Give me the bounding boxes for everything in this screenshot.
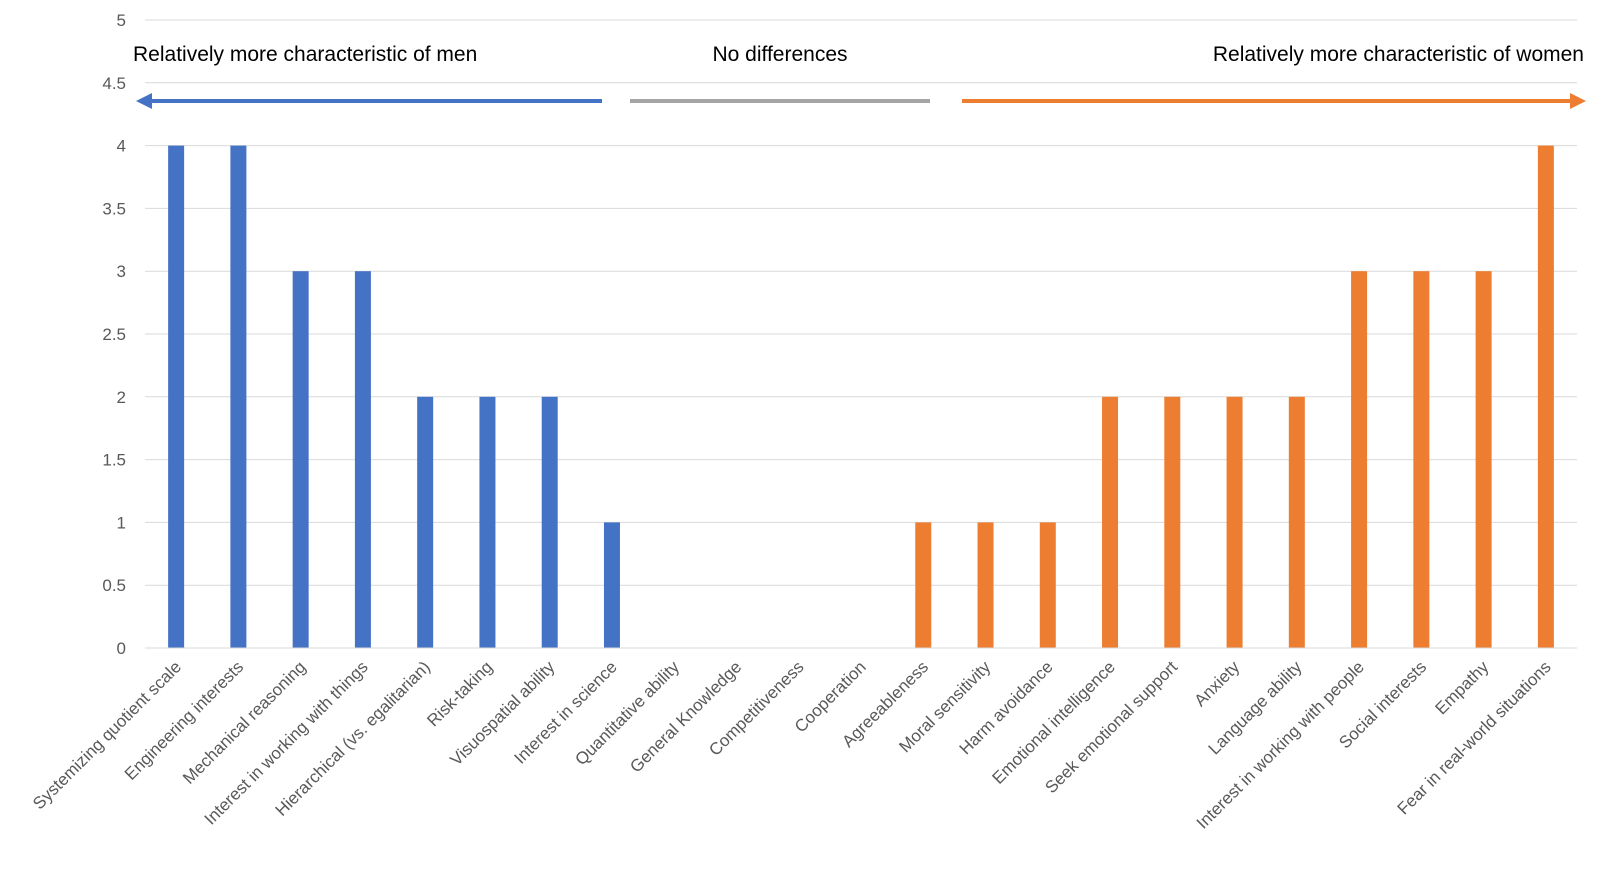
bar [541,396,558,648]
bar [1413,271,1430,648]
women-arrow-head [1570,93,1586,109]
y-tick-label: 4 [117,137,126,156]
bar [479,396,496,648]
x-category-label: Engineering interests [121,657,247,783]
x-category-label: Quantitative ability [571,657,683,769]
y-tick-label: 2 [117,388,126,407]
bar [1288,396,1305,648]
men-arrow-head [136,93,152,109]
annotation-no-differences: No differences [712,43,847,66]
bar [915,522,932,648]
y-tick-label: 0 [117,639,126,658]
y-tick-label: 3 [117,262,126,281]
y-tick-label: 0.5 [102,576,126,595]
annotation-men: Relatively more characteristic of men [133,43,477,66]
x-category-label: Visuospatial ability [446,657,558,769]
bar [1039,522,1056,648]
x-category-label: General Knowledge [626,657,745,776]
bar [1537,145,1554,648]
gridlines [145,19,1577,586]
y-tick-label: 5 [117,11,126,30]
bar [1475,271,1492,648]
x-category-label: Emotional intelligence [988,657,1118,787]
bar [417,396,434,648]
bar [1102,396,1119,648]
y-tick-label: 1 [117,513,126,532]
x-category-label: Empathy [1432,657,1493,718]
bar [1351,271,1368,648]
x-category-label: Mechanical reasoning [179,657,309,787]
x-category-label: Interest in science [510,657,620,767]
annotation-arrows [136,93,1586,109]
bar [977,522,994,648]
bar [603,522,620,648]
bar [230,145,247,648]
bar [168,145,185,648]
y-tick-label: 2.5 [102,325,126,344]
x-category-label: Anxiety [1191,657,1244,710]
y-tick-label: 4.5 [102,74,126,93]
y-tick-label: 1.5 [102,451,126,470]
y-tick-label: 3.5 [102,199,126,218]
bar [292,271,309,648]
y-axis-tick-labels: 0 0.5 1 1.5 2 2.5 3 3.5 4 4.5 5 [102,11,126,658]
bars [168,145,1554,648]
annotation-women: Relatively more characteristic of women [1213,43,1584,66]
bar [354,271,371,648]
bar [1164,396,1181,648]
bar [1226,396,1243,648]
